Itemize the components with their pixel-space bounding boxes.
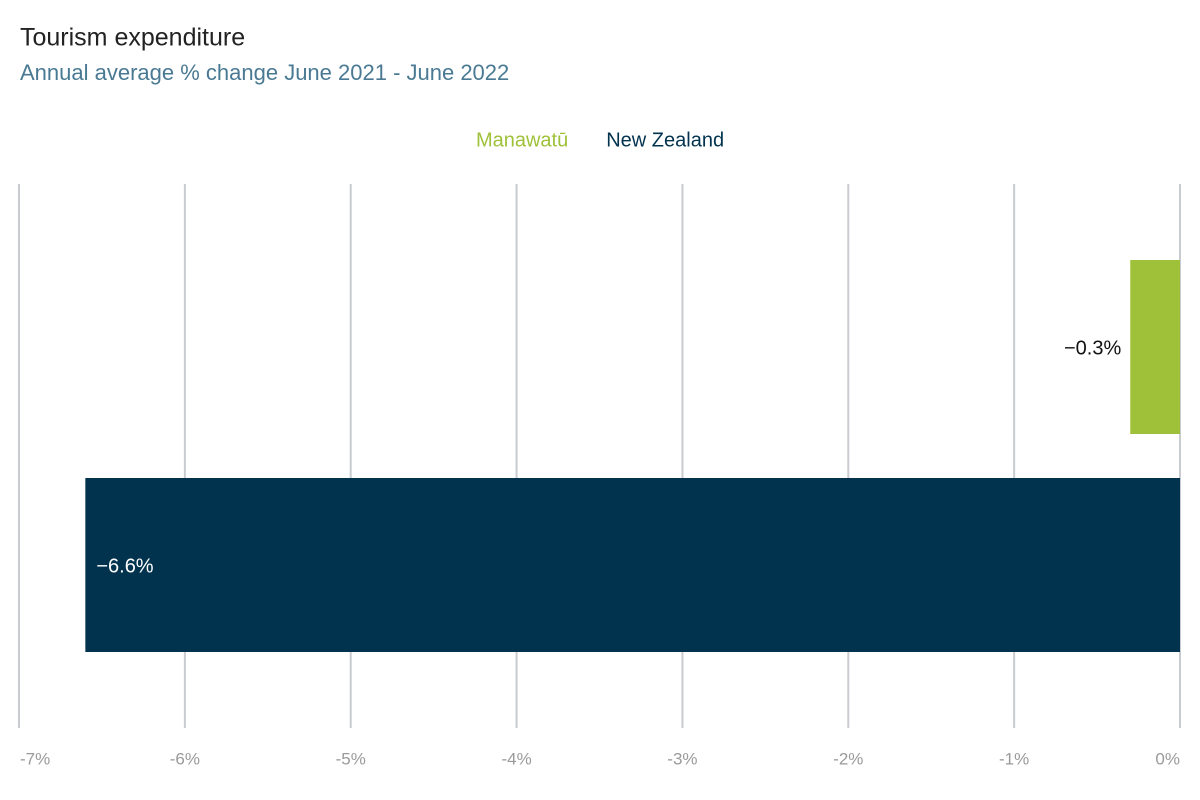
- x-tick-label: -3%: [667, 749, 697, 768]
- chart-title: Tourism expenditure: [20, 24, 245, 52]
- data-label: −0.3%: [1064, 337, 1121, 359]
- legend-item: Manawatū: [476, 129, 568, 151]
- labels: −0.3% −6.6%: [96, 337, 1121, 577]
- x-tick-label: -6%: [170, 749, 200, 768]
- x-tick-label: -1%: [999, 749, 1029, 768]
- data-label: −6.6%: [96, 555, 153, 577]
- x-tick-label: -5%: [336, 749, 366, 768]
- bar: [85, 478, 1180, 652]
- x-tick-label: 0%: [1155, 749, 1180, 768]
- x-tick-label: -7%: [20, 749, 50, 768]
- legend-item: New Zealand: [606, 129, 724, 151]
- x-tick-label: -4%: [501, 749, 531, 768]
- bars: [85, 260, 1180, 652]
- x-tick-label: -2%: [833, 749, 863, 768]
- legend: Manawatū New Zealand: [476, 129, 724, 151]
- chart-subtitle: Annual average % change June 2021 - June…: [20, 60, 509, 85]
- grid: -7% -6% -5% -4% -3% -2% -1% 0%: [18, 184, 1181, 768]
- bar: [1130, 260, 1180, 434]
